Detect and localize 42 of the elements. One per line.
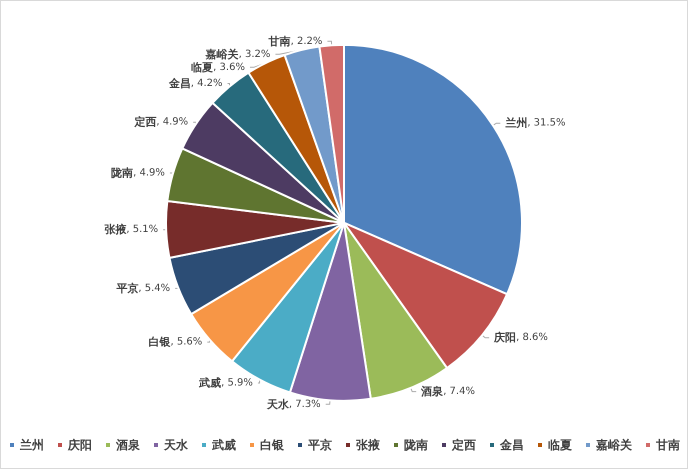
slice-label: 陇南 bbox=[111, 166, 134, 180]
legend-label: 定西 bbox=[451, 438, 476, 452]
data-label: , 5.4% bbox=[138, 282, 170, 294]
slice-label: 天水 bbox=[266, 398, 290, 411]
data-label: , 7.3% bbox=[288, 398, 321, 410]
data-label: , 7.4% bbox=[443, 386, 475, 398]
data-label: , 5.9% bbox=[221, 378, 253, 389]
slice-label: 临夏 bbox=[191, 60, 214, 74]
slice-label: 定西 bbox=[133, 116, 156, 129]
slice-label: 张掖 bbox=[104, 223, 128, 236]
slice-label: 金昌 bbox=[168, 76, 191, 90]
legend-label: 天水 bbox=[163, 438, 189, 452]
data-label: , 2.2% bbox=[290, 36, 322, 47]
legend-label: 嘉峪关 bbox=[596, 438, 633, 452]
data-label: , 4.2% bbox=[190, 78, 223, 89]
data-label: , 8.6% bbox=[516, 332, 548, 344]
data-label: , 5.1% bbox=[126, 224, 158, 236]
legend-label: 张掖 bbox=[356, 438, 381, 452]
slice-label: 白银 bbox=[148, 336, 172, 349]
data-label: , 4.9% bbox=[133, 168, 165, 179]
slice-label: 酒泉 bbox=[420, 385, 444, 398]
data-label: , 31.5% bbox=[527, 118, 566, 129]
legend-label: 金昌 bbox=[499, 438, 524, 452]
data-label: , 4.9% bbox=[156, 116, 188, 128]
legend-label: 临夏 bbox=[548, 438, 572, 452]
slice-label: 平京 bbox=[115, 282, 138, 295]
legend-label: 白银 bbox=[260, 438, 285, 452]
legend-label: 酒泉 bbox=[115, 438, 140, 452]
legend-label: 甘南 bbox=[655, 438, 680, 452]
slice-label: 兰州 bbox=[504, 116, 528, 130]
data-label: , 3.2% bbox=[238, 48, 270, 60]
legend-label: 陇南 bbox=[404, 438, 428, 452]
legend-label: 平京 bbox=[307, 438, 332, 452]
legend-label: 武威 bbox=[211, 438, 236, 452]
data-label: , 3.6% bbox=[213, 62, 245, 73]
slice-label: 庆阳 bbox=[493, 331, 516, 344]
data-label: , 5.6% bbox=[170, 336, 202, 348]
slice-label: 嘉峪关 bbox=[206, 48, 240, 61]
legend-label: 庆阳 bbox=[67, 438, 92, 452]
legend-label: 兰州 bbox=[19, 438, 44, 452]
slice-label: 甘南 bbox=[268, 34, 291, 48]
slice-label: 武威 bbox=[198, 376, 222, 390]
